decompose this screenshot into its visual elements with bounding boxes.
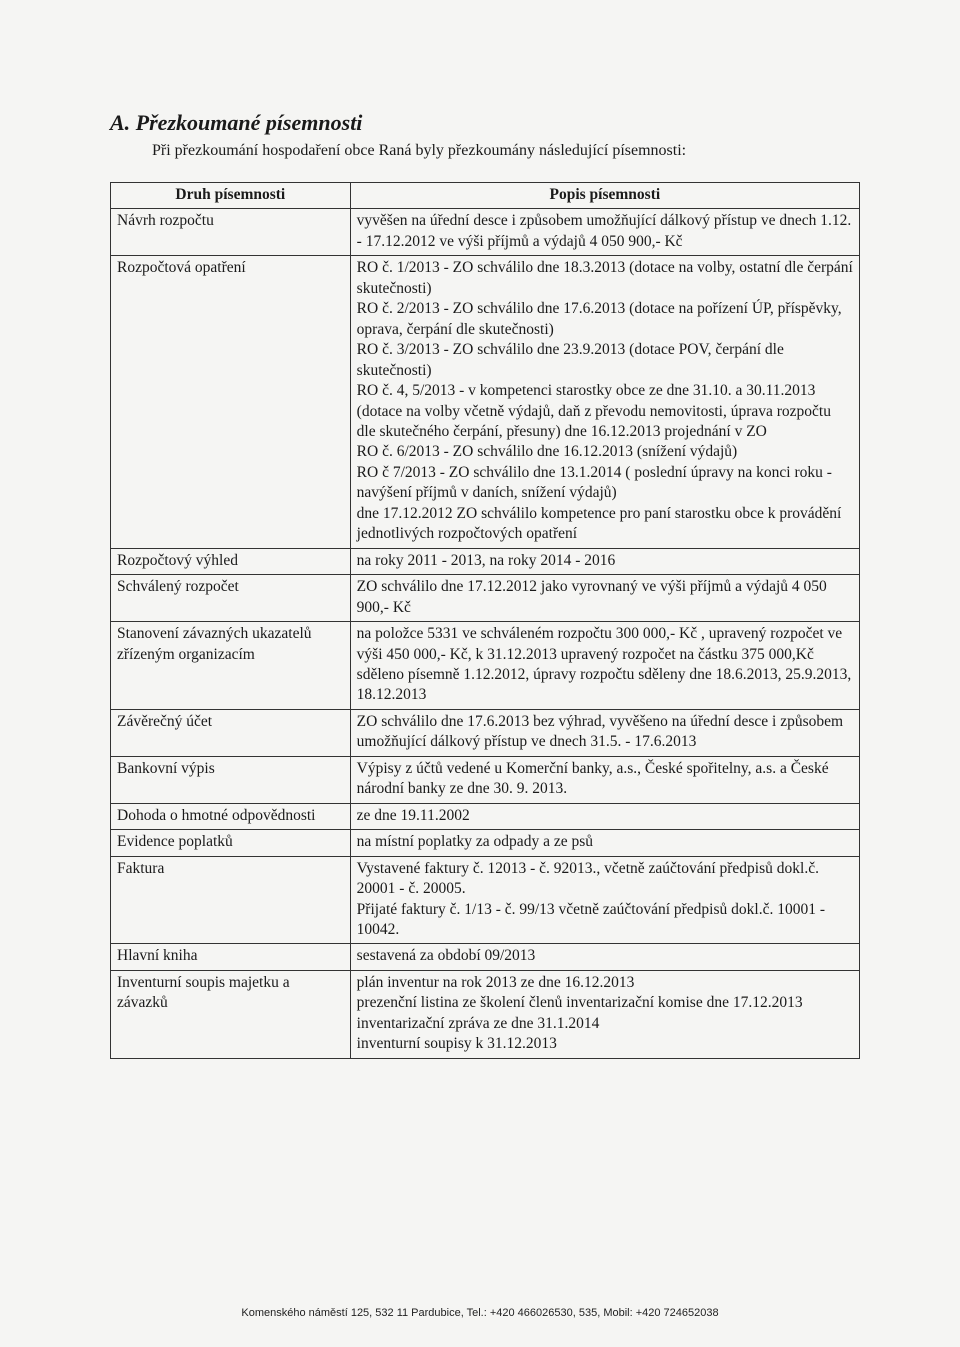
table-row: Návrh rozpočtuvyvěšen na úřední desce i … bbox=[111, 209, 860, 256]
cell-type: Faktura bbox=[111, 856, 351, 944]
cell-type: Hlavní kniha bbox=[111, 944, 351, 970]
cell-type: Inventurní soupis majetku a závazků bbox=[111, 970, 351, 1058]
table-row: Rozpočtová opatřeníRO č. 1/2013 - ZO sch… bbox=[111, 256, 860, 548]
table-row: Evidence poplatkůna místní poplatky za o… bbox=[111, 830, 860, 856]
table-row: Bankovní výpisVýpisy z účtů vedené u Kom… bbox=[111, 756, 860, 803]
cell-desc: na roky 2011 - 2013, na roky 2014 - 2016 bbox=[350, 548, 859, 574]
cell-desc: sestavená za období 09/2013 bbox=[350, 944, 859, 970]
table-body: Návrh rozpočtuvyvěšen na úřední desce i … bbox=[111, 209, 860, 1058]
cell-type: Schválený rozpočet bbox=[111, 575, 351, 622]
table-row: Dohoda o hmotné odpovědnostize dne 19.11… bbox=[111, 803, 860, 829]
cell-desc: plán inventur na rok 2013 ze dne 16.12.2… bbox=[350, 970, 859, 1058]
table-row: Stanovení závazných ukazatelů zřízeným o… bbox=[111, 622, 860, 710]
cell-type: Bankovní výpis bbox=[111, 756, 351, 803]
section-heading: A. Přezkoumané písemnosti bbox=[110, 110, 860, 136]
cell-desc: ZO schválilo dne 17.12.2012 jako vyrovna… bbox=[350, 575, 859, 622]
table-row: Inventurní soupis majetku a závazkůplán … bbox=[111, 970, 860, 1058]
table-row: Schválený rozpočetZO schválilo dne 17.12… bbox=[111, 575, 860, 622]
cell-type: Rozpočtová opatření bbox=[111, 256, 351, 548]
cell-desc: na místní poplatky za odpady a ze psů bbox=[350, 830, 859, 856]
cell-type: Rozpočtový výhled bbox=[111, 548, 351, 574]
table-row: Rozpočtový výhledna roky 2011 - 2013, na… bbox=[111, 548, 860, 574]
cell-type: Návrh rozpočtu bbox=[111, 209, 351, 256]
cell-desc: RO č. 1/2013 - ZO schválilo dne 18.3.201… bbox=[350, 256, 859, 548]
cell-desc: ZO schválilo dne 17.6.2013 bez výhrad, v… bbox=[350, 709, 859, 756]
table-row: Závěrečný účetZO schválilo dne 17.6.2013… bbox=[111, 709, 860, 756]
document-page: A. Přezkoumané písemnosti Při přezkoumán… bbox=[0, 0, 960, 1347]
header-type: Druh písemnosti bbox=[111, 183, 351, 209]
cell-type: Dohoda o hmotné odpovědnosti bbox=[111, 803, 351, 829]
cell-desc: Vystavené faktury č. 12013 - č. 92013., … bbox=[350, 856, 859, 944]
documents-table: Druh písemnosti Popis písemnosti Návrh r… bbox=[110, 182, 860, 1059]
table-row: Hlavní knihasestavená za období 09/2013 bbox=[111, 944, 860, 970]
cell-type: Závěrečný účet bbox=[111, 709, 351, 756]
table-row: FakturaVystavené faktury č. 12013 - č. 9… bbox=[111, 856, 860, 944]
cell-desc: Výpisy z účtů vedené u Komerční banky, a… bbox=[350, 756, 859, 803]
cell-desc: vyvěšen na úřední desce i způsobem umožň… bbox=[350, 209, 859, 256]
cell-type: Stanovení závazných ukazatelů zřízeným o… bbox=[111, 622, 351, 710]
cell-desc: na položce 5331 ve schváleném rozpočtu 3… bbox=[350, 622, 859, 710]
table-header-row: Druh písemnosti Popis písemnosti bbox=[111, 183, 860, 209]
cell-type: Evidence poplatků bbox=[111, 830, 351, 856]
cell-desc: ze dne 19.11.2002 bbox=[350, 803, 859, 829]
header-desc: Popis písemnosti bbox=[350, 183, 859, 209]
page-footer: Komenského náměstí 125, 532 11 Pardubice… bbox=[0, 1307, 960, 1319]
intro-paragraph: Při přezkoumání hospodaření obce Raná by… bbox=[152, 142, 860, 160]
